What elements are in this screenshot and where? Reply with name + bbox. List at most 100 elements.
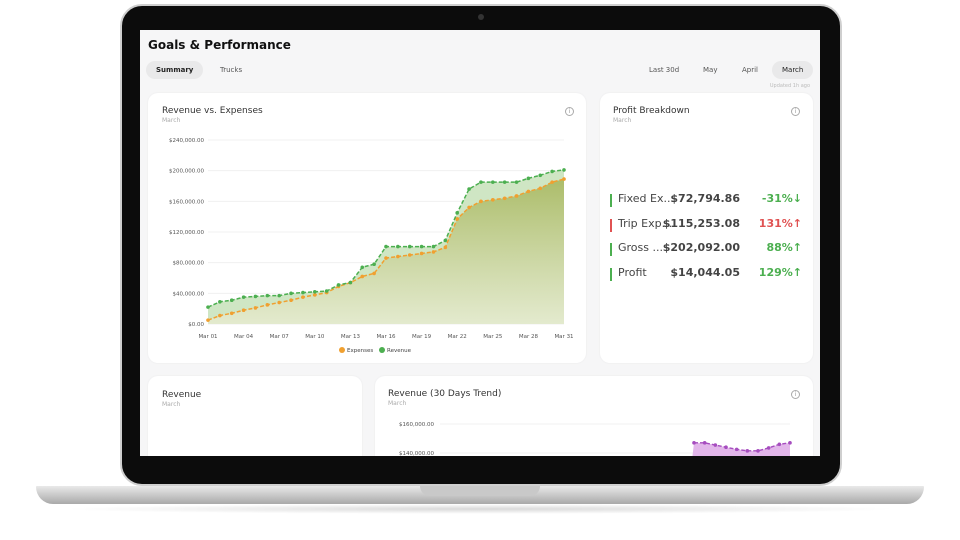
legend-expenses-swatch	[339, 347, 345, 353]
info-icon[interactable]: i	[791, 107, 800, 116]
row-label: Gross ...	[618, 241, 663, 254]
revenue-point	[336, 283, 341, 287]
tab-summary[interactable]: Summary	[146, 61, 204, 79]
period-march[interactable]: March	[772, 61, 814, 79]
expenses-point	[277, 300, 281, 305]
revenue-point	[502, 180, 507, 184]
expenses-point	[289, 298, 293, 303]
x-tick-label: Mar 10	[305, 334, 325, 340]
revenue-point	[396, 244, 400, 249]
updated-text: Updated 1h ago	[769, 83, 810, 89]
expenses-point	[479, 199, 483, 204]
y-tick-label: $80,000.00	[173, 261, 205, 267]
card-subtitle: March	[162, 117, 181, 124]
y-tick-label: $0.00	[188, 322, 204, 328]
revenue-point	[550, 169, 554, 174]
y-tick-label: $200,000.00	[169, 169, 204, 175]
tab-trucks[interactable]: Trucks	[220, 66, 243, 74]
expenses-point	[206, 318, 210, 322]
revenue-point	[562, 168, 566, 172]
revenue-point	[491, 180, 495, 184]
revenue-point	[479, 180, 483, 184]
revenue-point	[431, 244, 436, 249]
arrow-icon: ↑	[792, 216, 802, 230]
x-tick-label: Mar 16	[376, 334, 396, 340]
y-tick-label: $140,000.00	[399, 451, 434, 456]
expenses-point	[384, 256, 388, 260]
trend-point	[745, 449, 750, 453]
revenue-point	[407, 244, 412, 249]
revenue-point	[538, 173, 543, 178]
trend-point	[756, 449, 760, 453]
expenses-point	[265, 303, 270, 307]
row-value: $115,253.08	[662, 216, 740, 230]
laptop-notch	[420, 486, 540, 496]
trend-point	[766, 446, 771, 450]
page-title: Goals & Performance	[148, 38, 291, 52]
expenses-point	[253, 306, 258, 310]
period-may[interactable]: May	[703, 66, 718, 74]
info-icon[interactable]: i	[565, 107, 574, 116]
expenses-point	[431, 250, 436, 254]
x-tick-label: Mar 01	[198, 334, 217, 340]
card-title: Profit Breakdown	[613, 106, 690, 116]
revenue-point	[514, 180, 519, 184]
x-tick-label: Mar 19	[412, 334, 432, 340]
period-april[interactable]: April	[742, 66, 758, 74]
y-tick-label: $240,000.00	[169, 138, 204, 144]
expenses-point	[313, 293, 317, 297]
revenue-point	[443, 238, 448, 243]
expenses-point	[550, 180, 554, 184]
revenue-point	[301, 290, 305, 295]
x-tick-label: Mar 28	[519, 334, 539, 340]
legend-expenses-label: Expenses	[347, 348, 373, 354]
arrow-icon: ↑	[792, 241, 802, 254]
period-last-30d[interactable]: Last 30d	[649, 66, 680, 74]
row-label: Fixed Ex...	[618, 192, 674, 205]
card-subtitle: March	[162, 401, 181, 408]
revenue-point	[372, 262, 376, 266]
revenue-point	[360, 265, 365, 270]
row-change: 129%↑	[758, 265, 802, 279]
expenses-point	[419, 251, 424, 256]
row-change: 131%↑	[758, 216, 802, 230]
x-tick-label: Mar 04	[234, 334, 254, 340]
expenses-point	[514, 194, 519, 198]
card-title: Revenue (30 Days Trend)	[388, 389, 502, 399]
row-label: Trip Exp...	[618, 216, 673, 230]
expenses-point	[360, 274, 365, 279]
profit-row: Trip Exp... $115,253.08 131%↑	[610, 217, 810, 233]
row-change: -31%↓	[761, 192, 802, 205]
expenses-point	[396, 254, 400, 259]
row-value: $202,092.00	[662, 241, 740, 254]
laptop-shadow	[60, 504, 900, 514]
trend-point	[734, 447, 739, 452]
expenses-point	[218, 313, 222, 318]
trend-line	[694, 442, 791, 452]
trend-point	[702, 441, 707, 445]
profit-row: Profit $14,044.05 129%↑	[610, 266, 810, 282]
row-indicator	[610, 194, 612, 207]
x-tick-label: Mar 22	[448, 334, 467, 340]
expenses-point	[229, 311, 234, 316]
expenses-point	[407, 253, 412, 257]
expenses-point	[241, 308, 246, 313]
row-label: Profit	[618, 265, 647, 279]
expenses-point	[467, 205, 471, 210]
profit-row: Gross ... $202,092.00 88%↑	[610, 241, 810, 257]
camera	[478, 14, 484, 20]
revenue-point	[526, 176, 531, 181]
row-indicator	[610, 243, 612, 256]
y-tick-label: $160,000.00	[169, 199, 204, 205]
expenses-area	[208, 179, 564, 324]
info-icon[interactable]: i	[791, 390, 800, 399]
legend-revenue-swatch	[379, 347, 385, 353]
legend-revenue-label: Revenue	[387, 348, 412, 354]
card-title: Revenue vs. Expenses	[162, 106, 263, 116]
expenses-point	[526, 189, 531, 194]
revenue-point	[218, 299, 222, 304]
x-tick-label: Mar 25	[483, 334, 503, 340]
revenue-point	[384, 244, 388, 249]
expenses-point	[372, 271, 376, 276]
revenue-point	[265, 293, 270, 298]
